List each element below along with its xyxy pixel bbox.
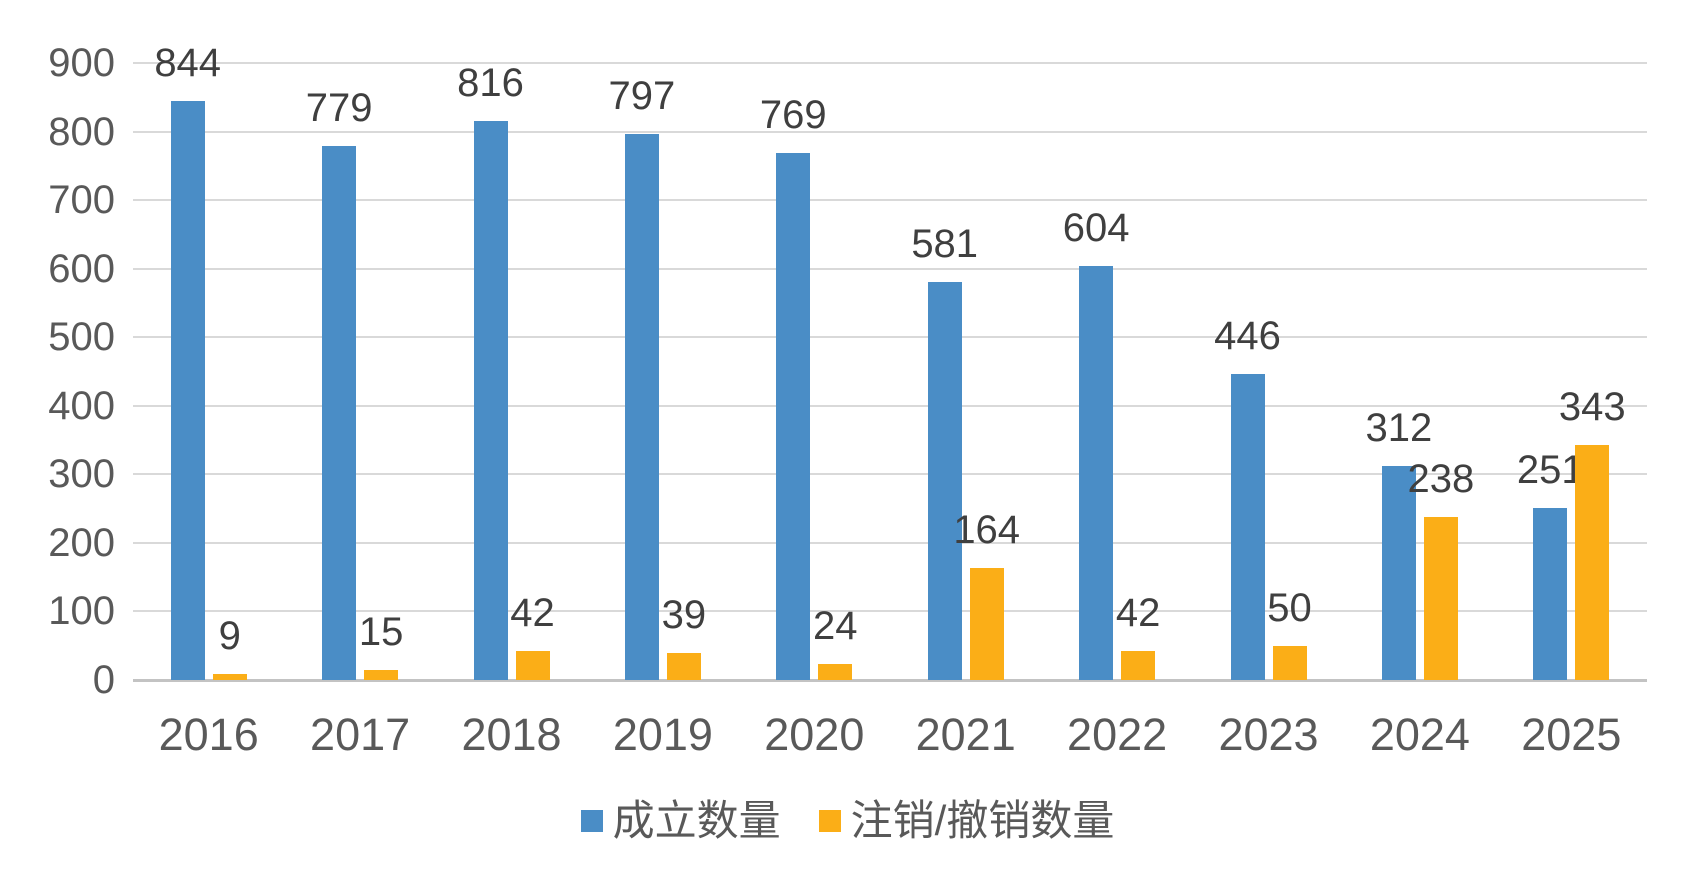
y-axis-tick-label: 300 bbox=[48, 452, 115, 497]
data-label-cancelled-2024: 238 bbox=[1407, 456, 1475, 501]
gridline-300 bbox=[133, 473, 1647, 476]
x-axis-label-2019: 2019 bbox=[612, 709, 713, 760]
gridline-200 bbox=[133, 541, 1647, 544]
data-label-cancelled-2017: 15 bbox=[358, 609, 404, 654]
bar-established-2024 bbox=[1381, 466, 1416, 680]
y-axis-tick-label: 0 bbox=[92, 658, 115, 702]
bar-cancelled-2016 bbox=[212, 673, 247, 680]
bar-established-2022 bbox=[1079, 265, 1114, 680]
data-label-established-2018: 816 bbox=[457, 60, 524, 105]
bar-cancelled-2022 bbox=[1121, 651, 1156, 680]
data-label-established-2023: 446 bbox=[1214, 314, 1281, 359]
data-label-established-2020: 769 bbox=[759, 92, 827, 137]
data-label-established-2025: 251 bbox=[1516, 447, 1584, 492]
y-axis-tick-label: 200 bbox=[48, 520, 115, 565]
x-axis-label-2016: 2016 bbox=[158, 709, 259, 760]
gridline-700 bbox=[133, 199, 1647, 202]
bar-established-2023 bbox=[1230, 374, 1265, 680]
data-label-cancelled-2018: 42 bbox=[510, 591, 555, 636]
y-axis-tick-label: 500 bbox=[48, 315, 115, 360]
y-axis-tick-label: 400 bbox=[48, 383, 115, 428]
bar-established-2016 bbox=[170, 101, 205, 680]
gridline-100 bbox=[133, 610, 1647, 613]
x-axis-line bbox=[133, 679, 1647, 682]
data-label-established-2021: 581 bbox=[911, 221, 979, 266]
bar-cancelled-2023 bbox=[1272, 645, 1307, 680]
bar-cancelled-2021 bbox=[969, 567, 1004, 680]
data-label-cancelled-2019: 39 bbox=[661, 593, 707, 638]
data-label-established-2024: 312 bbox=[1365, 406, 1433, 451]
gridline-800 bbox=[133, 130, 1647, 133]
x-axis-label-2023: 2023 bbox=[1218, 709, 1319, 760]
y-axis-tick-label: 700 bbox=[48, 178, 115, 223]
data-label-cancelled-2020: 24 bbox=[813, 603, 858, 648]
bar-cancelled-2025 bbox=[1575, 444, 1610, 680]
bar-cancelled-2017 bbox=[364, 669, 399, 680]
data-label-cancelled-2021: 164 bbox=[953, 507, 1021, 552]
y-axis-tick-label: 100 bbox=[48, 589, 115, 634]
data-label-established-2019: 797 bbox=[608, 73, 676, 118]
chart-legend: 成立数量 注销/撤销数量 bbox=[0, 796, 1695, 846]
bar-established-2020 bbox=[776, 152, 811, 680]
bar-established-2017 bbox=[322, 145, 357, 680]
x-axis-label-2018: 2018 bbox=[461, 709, 562, 760]
x-axis-label-2022: 2022 bbox=[1067, 709, 1168, 760]
bar-established-2021 bbox=[927, 281, 962, 680]
bar-cancelled-2024 bbox=[1423, 516, 1458, 680]
x-axis-label-2017: 2017 bbox=[310, 709, 411, 760]
bar-established-2018 bbox=[473, 120, 508, 680]
legend-swatch-cancelled bbox=[818, 810, 841, 832]
legend-item-established: 成立数量 bbox=[580, 796, 781, 846]
bar-cancelled-2020 bbox=[818, 663, 853, 680]
bar-established-2019 bbox=[624, 133, 659, 680]
data-label-established-2022: 604 bbox=[1062, 205, 1130, 250]
bar-cancelled-2019 bbox=[666, 653, 701, 680]
y-axis-tick-label: 600 bbox=[48, 246, 115, 291]
legend-swatch-established bbox=[580, 810, 603, 832]
data-label-cancelled-2023: 50 bbox=[1267, 585, 1312, 630]
gridline-400 bbox=[133, 404, 1647, 407]
gridline-500 bbox=[133, 336, 1647, 339]
legend-label-established: 成立数量 bbox=[612, 797, 781, 844]
data-label-cancelled-2016: 9 bbox=[218, 613, 241, 658]
gridline-600 bbox=[133, 267, 1647, 270]
legend-label-cancelled: 注销/撤销数量 bbox=[850, 797, 1115, 844]
x-axis-label-2021: 2021 bbox=[915, 709, 1016, 760]
data-label-established-2016: 844 bbox=[154, 41, 222, 86]
x-axis-label-2025: 2025 bbox=[1521, 709, 1622, 760]
gridline-900 bbox=[133, 62, 1647, 64]
data-label-cancelled-2025: 343 bbox=[1558, 384, 1626, 429]
data-label-cancelled-2022: 42 bbox=[1115, 591, 1161, 636]
y-axis-tick-label: 900 bbox=[48, 41, 115, 85]
y-axis-tick-label: 800 bbox=[48, 109, 115, 154]
legend-item-cancelled: 注销/撤销数量 bbox=[818, 796, 1115, 846]
bar-established-2025 bbox=[1533, 507, 1568, 680]
data-label-established-2017: 779 bbox=[305, 85, 373, 130]
plot-area: 0 100 200 300 400 500 600 700 800 900 2016 844 9 2017… bbox=[48, 41, 1647, 760]
x-axis-label-2024: 2024 bbox=[1369, 709, 1470, 760]
x-axis-label-2020: 2020 bbox=[764, 709, 865, 760]
bar-cancelled-2018 bbox=[515, 651, 550, 680]
